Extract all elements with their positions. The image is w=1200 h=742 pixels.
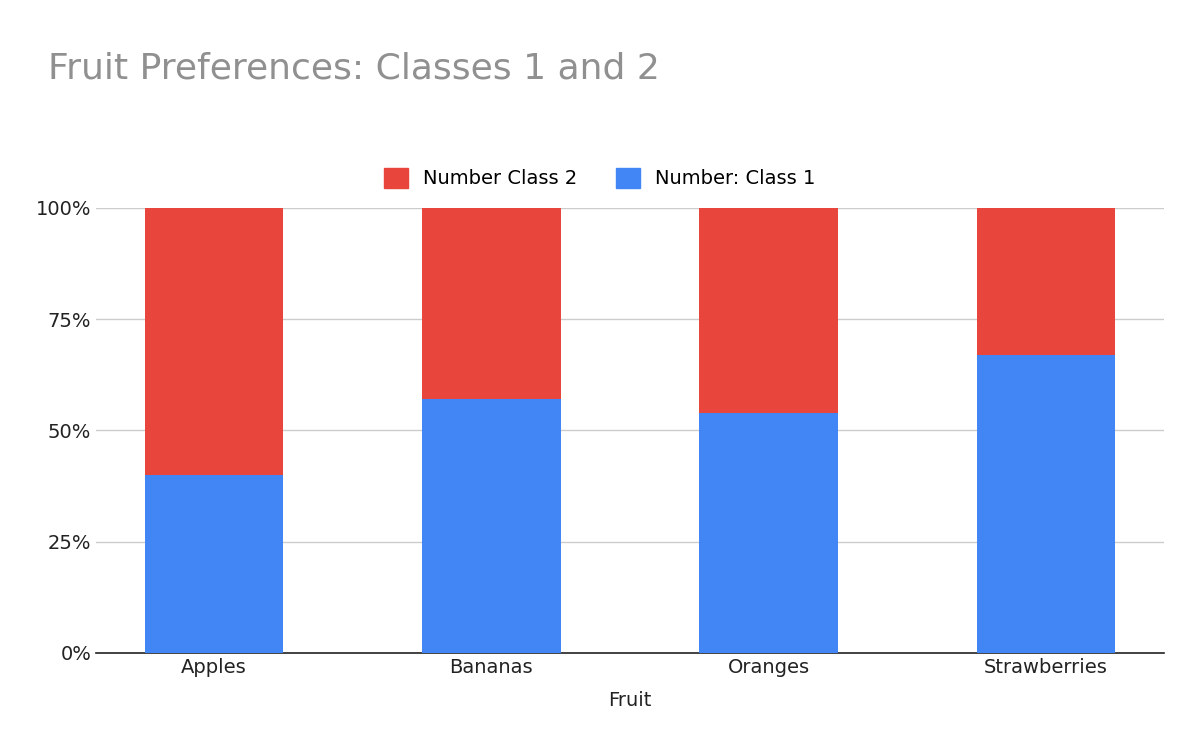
Bar [422, 399, 560, 653]
Bar [977, 208, 1116, 355]
Bar [422, 208, 560, 399]
Bar [144, 475, 283, 653]
Legend: Number Class 2, Number: Class 1: Number Class 2, Number: Class 1 [374, 158, 826, 198]
Bar [977, 355, 1116, 653]
X-axis label: Fruit: Fruit [608, 691, 652, 709]
Bar [700, 413, 838, 653]
Text: Fruit Preferences: Classes 1 and 2: Fruit Preferences: Classes 1 and 2 [48, 52, 660, 86]
Bar [144, 208, 283, 475]
Bar [700, 208, 838, 413]
